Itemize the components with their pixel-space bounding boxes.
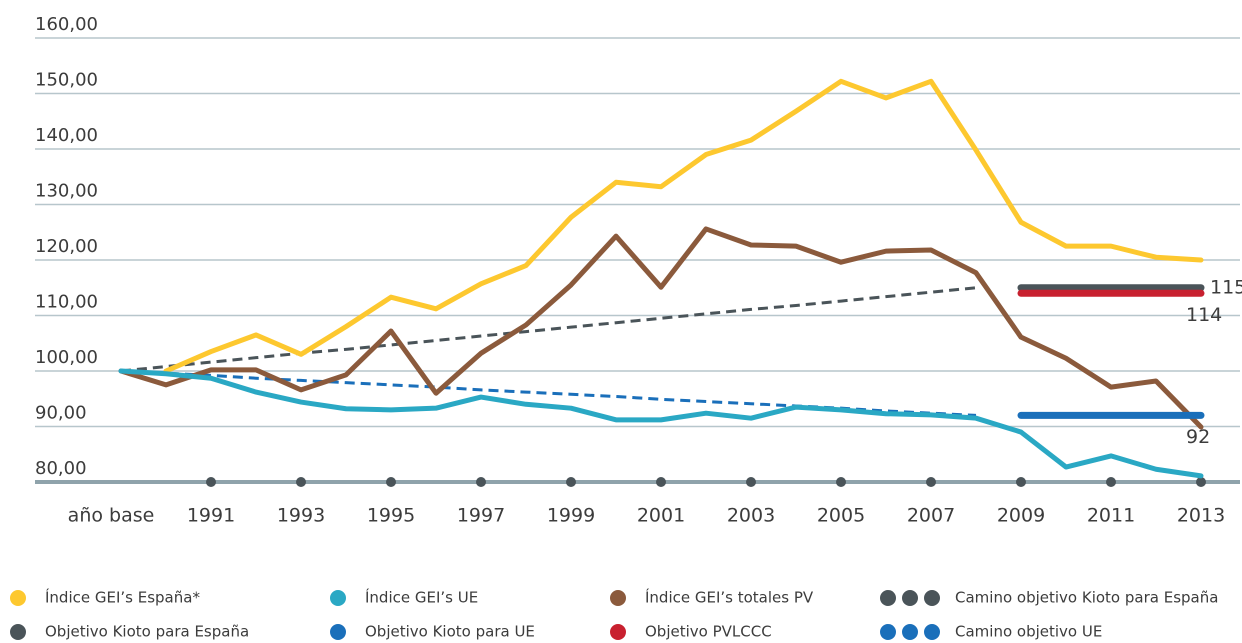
- x-tick-label: 1993: [277, 505, 325, 527]
- legend-marker: [10, 624, 26, 640]
- legend-label: Objetivo PVLCCC: [645, 623, 772, 641]
- y-tick-label: 80,00: [35, 458, 87, 479]
- series-line: [120, 286, 977, 373]
- legend-marker: [902, 590, 918, 606]
- legend-marker: [10, 590, 26, 606]
- series-line: [118, 226, 1204, 430]
- y-tick-label: 150,00: [35, 70, 98, 91]
- x-tick-label: 2011: [1087, 505, 1135, 527]
- legend-marker: [880, 590, 896, 606]
- x-tick-label: 2005: [817, 505, 865, 527]
- legend-marker: [610, 624, 626, 640]
- x-tick-dot: [1016, 477, 1026, 487]
- x-tick-label: 1999: [547, 505, 595, 527]
- y-tick-label: 140,00: [35, 125, 98, 146]
- legend-marker: [902, 624, 918, 640]
- y-tick-label: 100,00: [35, 347, 98, 368]
- legend-label: Objetivo Kioto para España: [45, 623, 249, 641]
- legend-label: Camino objetivo UE: [955, 623, 1102, 641]
- data-label: 114: [1186, 304, 1222, 326]
- legend-marker: [330, 624, 346, 640]
- x-tick-dot: [296, 477, 306, 487]
- x-tick-dot: [836, 477, 846, 487]
- x-tick-label: año base: [68, 505, 155, 527]
- x-tick-dot: [1106, 477, 1116, 487]
- legend-label: Índice GEI’s España*: [45, 588, 200, 607]
- x-tick-dot: [1196, 477, 1206, 487]
- x-tick-dot: [746, 477, 756, 487]
- y-tick-label: 160,00: [35, 14, 98, 35]
- x-tick-dot: [656, 477, 666, 487]
- x-tick-label: 1995: [367, 505, 415, 527]
- x-tick-dot: [566, 477, 576, 487]
- y-tick-label: 110,00: [35, 292, 98, 313]
- legend-label: Camino objetivo Kioto para España: [955, 589, 1218, 607]
- x-tick-label: 2007: [907, 505, 955, 527]
- x-tick-label: 1997: [457, 505, 505, 527]
- series-line: [163, 78, 1204, 374]
- legend-marker: [924, 624, 940, 640]
- data-label: 92: [1186, 426, 1210, 448]
- x-tick-dot: [206, 477, 216, 487]
- y-tick-label: 130,00: [35, 181, 98, 202]
- legend-marker: [924, 590, 940, 606]
- y-tick-label: 90,00: [35, 403, 87, 424]
- legend-marker: [330, 590, 346, 606]
- series-line: [118, 368, 1204, 479]
- legend-label: Índice GEI’s totales PV: [645, 588, 814, 607]
- x-tick-label: 2009: [997, 505, 1045, 527]
- legend-marker: [880, 624, 896, 640]
- x-tick-dot: [386, 477, 396, 487]
- y-tick-label: 120,00: [35, 236, 98, 257]
- x-tick-dot: [476, 477, 486, 487]
- x-tick-label: 1991: [187, 505, 235, 527]
- legend-marker: [610, 590, 626, 606]
- x-tick-label: 2003: [727, 505, 775, 527]
- x-tick-label: 2013: [1177, 505, 1225, 527]
- data-label: 115: [1210, 276, 1242, 298]
- legend-label: Objetivo Kioto para UE: [365, 623, 535, 641]
- x-tick-label: 2001: [637, 505, 685, 527]
- legend-label: Índice GEI’s UE: [365, 588, 478, 607]
- x-tick-dot: [926, 477, 936, 487]
